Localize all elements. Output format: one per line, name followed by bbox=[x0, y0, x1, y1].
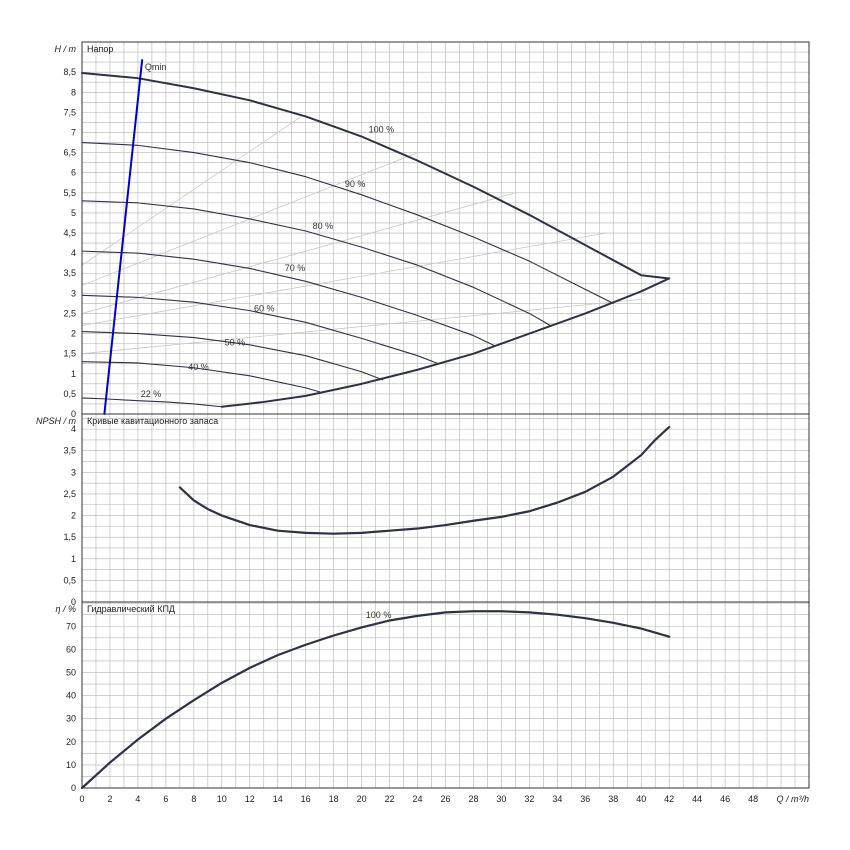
x-tick-label: 16 bbox=[301, 794, 311, 804]
y-tick-label: 4,5 bbox=[63, 228, 76, 238]
y-tick-label: 20 bbox=[66, 737, 76, 747]
y-axis-label: η / % bbox=[55, 604, 76, 614]
qmin-label: Qmin bbox=[145, 62, 167, 72]
y-tick-label: 8,5 bbox=[63, 67, 76, 77]
curves-layer bbox=[80, 59, 671, 790]
curve-label: 60 % bbox=[254, 303, 275, 313]
frame-layer bbox=[81, 41, 810, 789]
x-tick-label: 34 bbox=[552, 794, 562, 804]
x-tick-label: 20 bbox=[357, 794, 367, 804]
y-tick-label: 2,5 bbox=[63, 489, 76, 499]
y-tick-label: 50 bbox=[66, 667, 76, 677]
y-axis-label: H / m bbox=[55, 44, 77, 54]
x-tick-label: 22 bbox=[385, 794, 395, 804]
x-tick-label: 24 bbox=[413, 794, 423, 804]
performance-curve bbox=[81, 200, 551, 327]
x-tick-label: 4 bbox=[135, 794, 140, 804]
curve-label: 90 % bbox=[345, 179, 366, 189]
y-tick-label: 3,5 bbox=[63, 268, 76, 278]
x-tick-label: 42 bbox=[664, 794, 674, 804]
y-axis-label: NPSH / m bbox=[36, 416, 77, 426]
performance-curve bbox=[80, 610, 671, 790]
performance-curve bbox=[81, 294, 440, 365]
performance-curve bbox=[81, 250, 495, 347]
panel-title: Гидравлический КПД bbox=[87, 604, 175, 614]
performance-curve bbox=[220, 277, 671, 408]
x-tick-label: 48 bbox=[748, 794, 758, 804]
y-tick-label: 0,5 bbox=[63, 575, 76, 585]
curve-label: 22 % bbox=[141, 389, 162, 399]
y-tick-label: 0,5 bbox=[63, 389, 76, 399]
x-tick-label: 12 bbox=[245, 794, 255, 804]
grid-layer bbox=[82, 42, 809, 788]
y-tick-label: 4 bbox=[71, 424, 76, 434]
curve-label: 80 % bbox=[313, 221, 334, 231]
curve-label: 50 % bbox=[225, 338, 246, 348]
y-tick-label: 8 bbox=[71, 87, 76, 97]
curve-label: 40 % bbox=[188, 362, 209, 372]
x-tick-label: 6 bbox=[163, 794, 168, 804]
x-tick-label: 10 bbox=[217, 794, 227, 804]
y-tick-label: 1,5 bbox=[63, 532, 76, 542]
y-tick-label: 5,5 bbox=[63, 188, 76, 198]
x-tick-label: 2 bbox=[107, 794, 112, 804]
panel-frame bbox=[81, 601, 810, 789]
curve-label: 100 % bbox=[366, 610, 392, 620]
x-tick-label: 38 bbox=[608, 794, 618, 804]
panel-title: Кривые кавитационного запаса bbox=[87, 416, 218, 426]
x-tick-label: 46 bbox=[720, 794, 730, 804]
y-tick-label: 30 bbox=[66, 714, 76, 724]
x-tick-label: 8 bbox=[191, 794, 196, 804]
y-tick-label: 4 bbox=[71, 248, 76, 258]
x-axis-label: Q / m³/h bbox=[776, 794, 809, 804]
y-tick-label: 3 bbox=[71, 288, 76, 298]
y-tick-label: 2 bbox=[71, 329, 76, 339]
x-tick-label: 44 bbox=[692, 794, 702, 804]
y-tick-label: 6,5 bbox=[63, 148, 76, 158]
y-tick-label: 3 bbox=[71, 467, 76, 477]
x-tick-label: 0 bbox=[79, 794, 84, 804]
y-tick-label: 0 bbox=[71, 783, 76, 793]
y-tick-label: 1 bbox=[71, 369, 76, 379]
y-tick-label: 6 bbox=[71, 168, 76, 178]
efficiency-reference-line bbox=[81, 116, 302, 266]
y-tick-label: 60 bbox=[66, 644, 76, 654]
x-tick-label: 40 bbox=[636, 794, 646, 804]
y-tick-label: 1,5 bbox=[63, 349, 76, 359]
performance-curve bbox=[81, 141, 614, 304]
labels-layer: 0 0,5 1 1,5 2 2,5 3 3,5 4 4,5 5 5,5 6 6,5 7 7,5 8 8,5 H / … bbox=[36, 44, 809, 804]
x-tick-label: 18 bbox=[329, 794, 339, 804]
x-tick-label: 36 bbox=[580, 794, 590, 804]
y-tick-label: 2 bbox=[71, 511, 76, 521]
performance-curve bbox=[81, 71, 671, 280]
y-tick-label: 0 bbox=[71, 597, 76, 607]
curve-label: 100 % bbox=[369, 124, 395, 134]
efficiency-reference-line bbox=[81, 232, 607, 326]
curve-label: 70 % bbox=[285, 263, 306, 273]
x-tick-label: 14 bbox=[273, 794, 283, 804]
y-tick-label: 10 bbox=[66, 760, 76, 770]
x-tick-label: 26 bbox=[440, 794, 450, 804]
y-tick-label: 1 bbox=[71, 554, 76, 564]
performance-curve bbox=[81, 331, 384, 381]
y-tick-label: 40 bbox=[66, 691, 76, 701]
y-tick-label: 70 bbox=[66, 621, 76, 631]
y-tick-label: 2,5 bbox=[63, 308, 76, 318]
x-tick-label: 30 bbox=[496, 794, 506, 804]
y-tick-label: 0 bbox=[71, 409, 76, 419]
y-tick-label: 7,5 bbox=[63, 107, 76, 117]
efficiency-reference-line bbox=[81, 192, 516, 314]
y-tick-label: 7 bbox=[71, 127, 76, 137]
x-tick-label: 32 bbox=[524, 794, 534, 804]
efficiency-reference-line bbox=[81, 298, 642, 355]
panel-title: Напор bbox=[87, 44, 113, 54]
performance-curve bbox=[81, 361, 321, 393]
y-tick-label: 3,5 bbox=[63, 446, 76, 456]
x-tick-label: 28 bbox=[468, 794, 478, 804]
y-tick-label: 5 bbox=[71, 208, 76, 218]
qmin-line bbox=[103, 59, 144, 415]
performance-curve bbox=[178, 425, 671, 535]
